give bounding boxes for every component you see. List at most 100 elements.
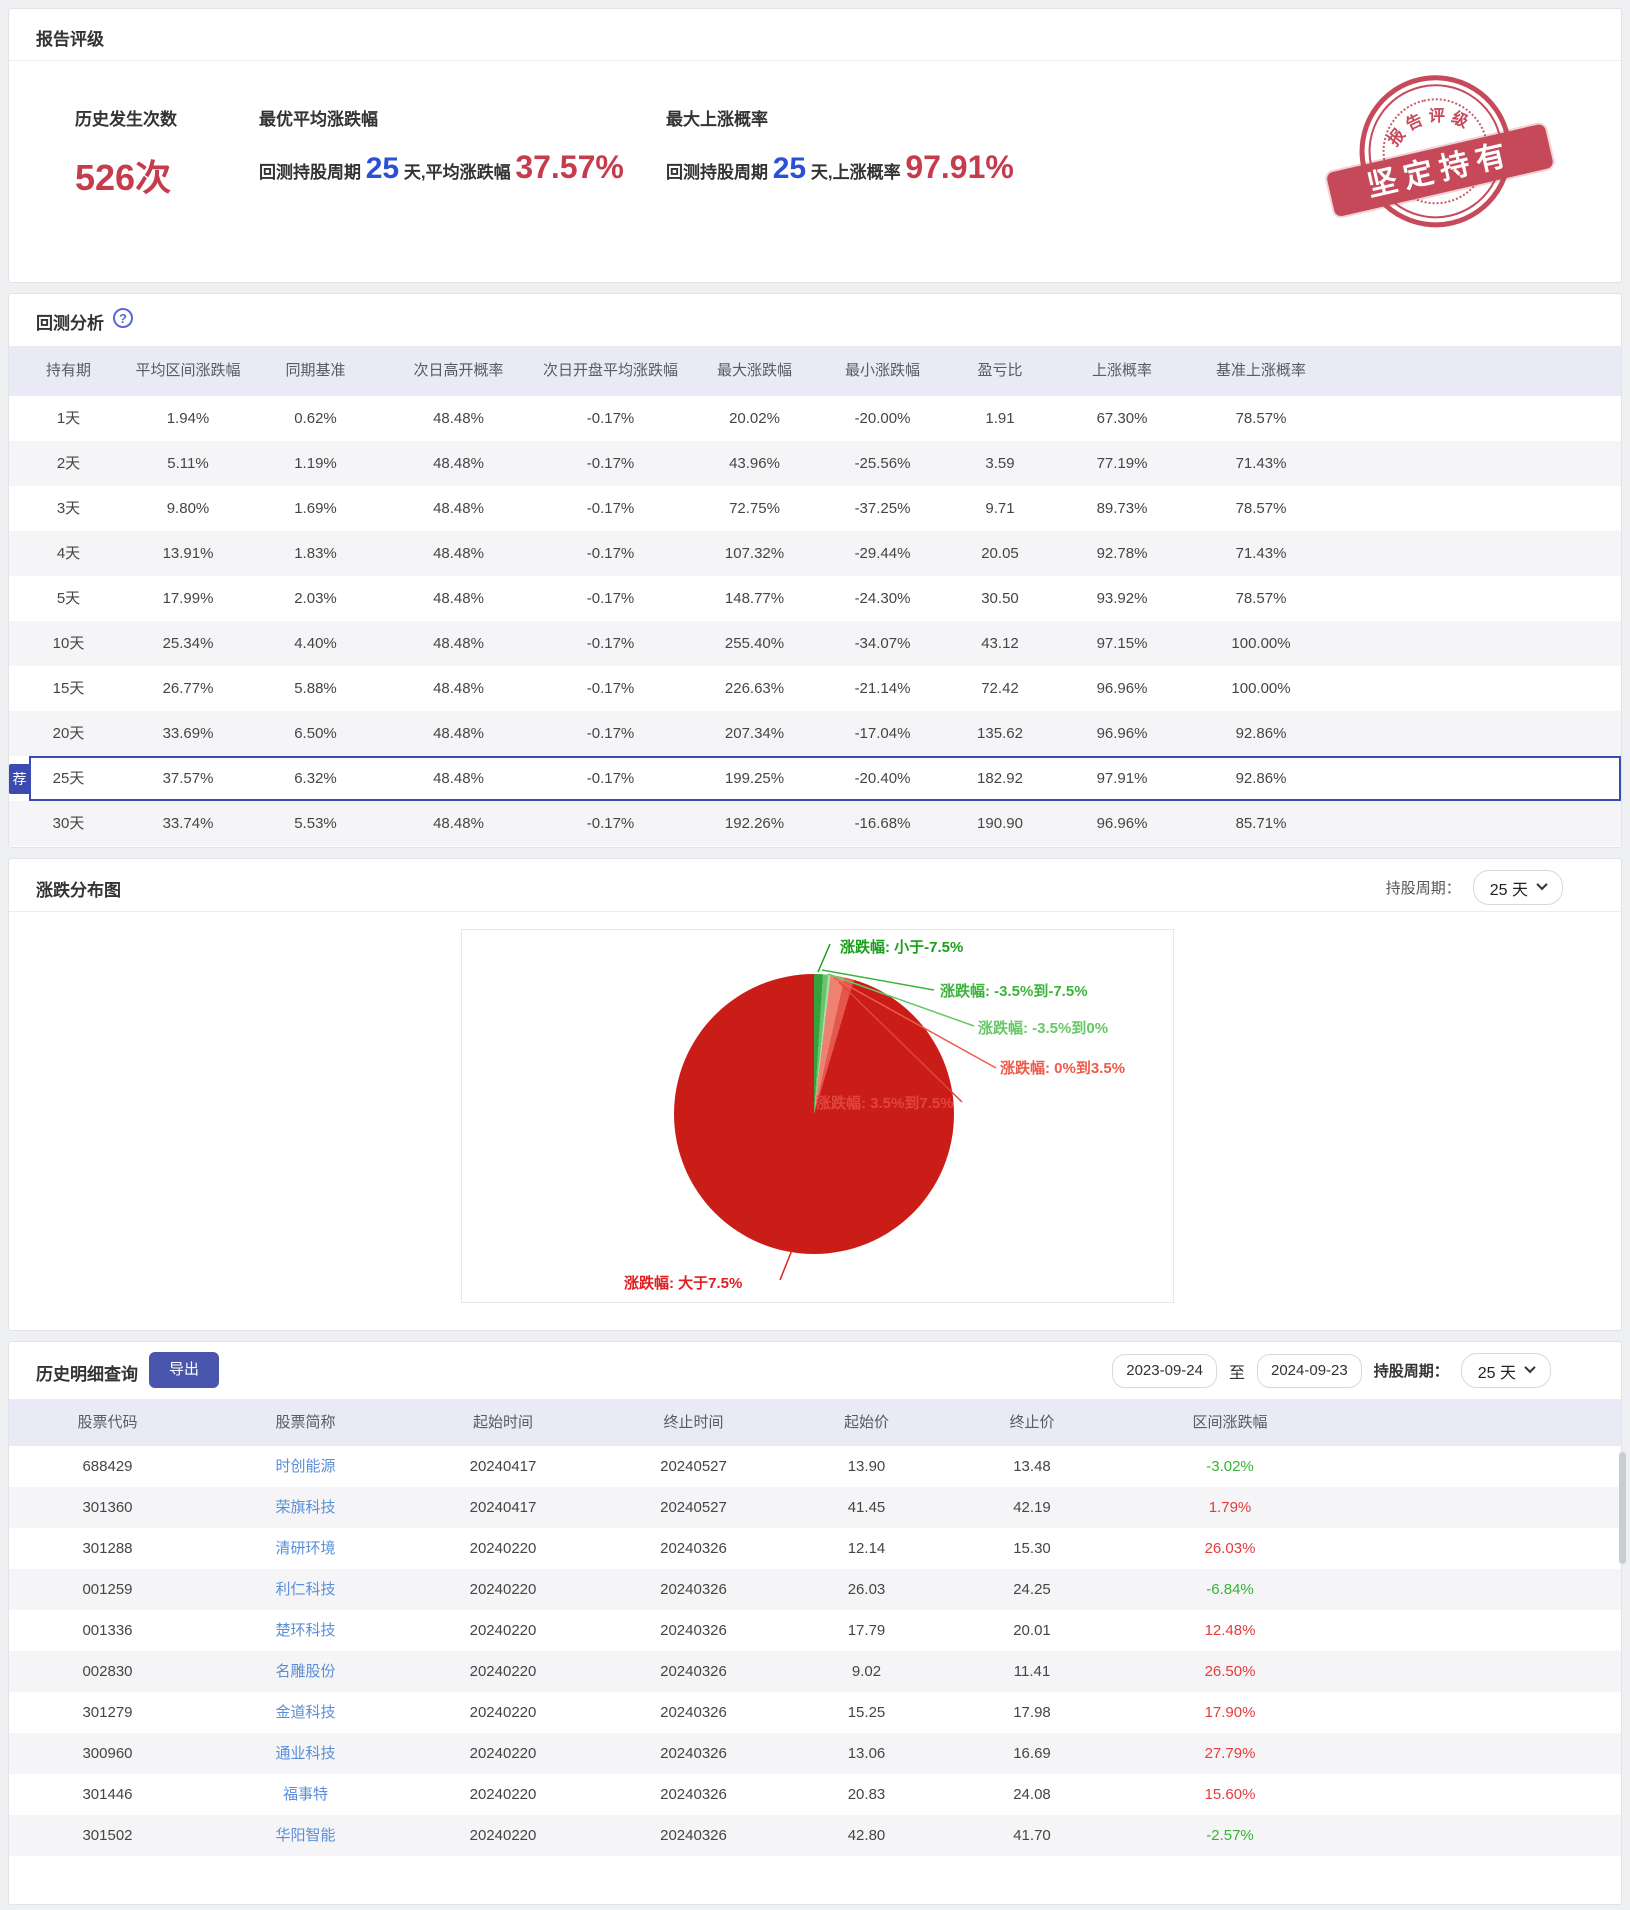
cell-start-date: 20240220 (469, 1622, 537, 1639)
cell-benchmark-up-prob: 100.00% (1231, 680, 1291, 697)
backtest-row[interactable]: 荐 5天 17.99% 2.03% 48.48% -0.17% 148.77% … (9, 576, 1621, 621)
history-row[interactable]: 301446 福事特 20240220 20240326 20.83 24.08… (9, 1774, 1621, 1815)
cell-up-prob: 93.92% (1096, 590, 1148, 607)
cell-start-price: 42.80 (847, 1827, 886, 1844)
history-row[interactable]: 001336 楚环科技 20240220 20240326 17.79 20.0… (9, 1610, 1621, 1651)
stock-name-link[interactable]: 清研环境 (275, 1540, 336, 1557)
cell-holding-period: 25天 (52, 770, 85, 787)
cell-holding-period: 3天 (56, 500, 81, 517)
scrollbar-thumb[interactable] (1619, 1452, 1626, 1564)
backtest-row[interactable]: 荐 1天 1.94% 0.62% 48.48% -0.17% 20.02% -2… (9, 396, 1621, 441)
cell-max-change: 207.34% (724, 725, 785, 742)
backtest-row[interactable]: 荐 25天 37.57% 6.32% 48.48% -0.17% 199.25%… (9, 756, 1621, 801)
stat-occurrences-label: 历史发生次数 (75, 110, 177, 129)
history-row[interactable]: 301288 清研环境 20240220 20240326 12.14 15.3… (9, 1528, 1621, 1569)
history-table-body: 688429 时创能源 20240417 20240527 13.90 13.4… (9, 1446, 1621, 1856)
cell-avg-range-change: 26.77% (162, 680, 214, 697)
cell-benchmark-up-prob: 78.57% (1235, 410, 1287, 427)
help-icon[interactable]: ? (113, 308, 133, 328)
backtest-row[interactable]: 荐 30天 33.74% 5.53% 48.48% -0.17% 192.26%… (9, 801, 1621, 846)
cell-min-change: -20.00% (854, 410, 911, 427)
backtest-column-header: 次日开盘平均涨跌幅 (542, 362, 678, 379)
up-probability-number: 97.91% (905, 149, 1014, 185)
history-row[interactable]: 301279 金道科技 20240220 20240326 15.25 17.9… (9, 1692, 1621, 1733)
history-controls: 2023-09-24 至 2024-09-23 持股周期： 25 天 (1112, 1353, 1551, 1388)
history-row[interactable]: 301502 华阳智能 20240220 20240326 42.80 41.7… (9, 1815, 1621, 1856)
cell-end-price: 42.19 (1013, 1499, 1051, 1516)
cell-end-date: 20240326 (660, 1745, 727, 1762)
date-start-input[interactable]: 2023-09-24 (1112, 1353, 1217, 1388)
cell-stock-code: 001259 (82, 1581, 133, 1598)
stat-best-avg-change-value: 回测持股周期 25 天,平均涨跌幅 37.57% (259, 149, 624, 186)
stat-max-up-probability-label: 最大上涨概率 (666, 110, 768, 129)
holding-days-number: 25 (772, 152, 807, 185)
cell-next-open-avg: -0.17% (586, 815, 635, 832)
cell-up-prob: 96.96% (1096, 725, 1148, 742)
cell-next-open-prob: 48.48% (433, 455, 484, 472)
distribution-period-group: 持股周期： 25 天 (1386, 870, 1563, 905)
cell-holding-period: 30天 (52, 815, 85, 832)
cell-end-date: 20240527 (660, 1499, 727, 1516)
cell-benchmark-up-prob: 92.86% (1235, 725, 1287, 742)
backtest-table-body: 荐 1天 1.94% 0.62% 48.48% -0.17% 20.02% -2… (9, 396, 1621, 846)
cell-range-change: -3.02% (1206, 1458, 1254, 1475)
history-row[interactable]: 002830 名雕股份 20240220 20240326 9.02 11.41… (9, 1651, 1621, 1692)
stock-name-link[interactable]: 时创能源 (275, 1458, 336, 1475)
backtest-row[interactable]: 荐 4天 13.91% 1.83% 48.48% -0.17% 107.32% … (9, 531, 1621, 576)
date-end-input[interactable]: 2024-09-23 (1257, 1353, 1362, 1388)
cell-up-prob: 67.30% (1096, 410, 1148, 427)
history-row[interactable]: 300960 通业科技 20240220 20240326 13.06 16.6… (9, 1733, 1621, 1774)
date-to-label: 至 (1228, 1364, 1245, 1382)
cell-benchmark: 0.62% (294, 410, 337, 427)
cell-end-price: 13.48 (1013, 1458, 1051, 1475)
cell-stock-code: 301360 (82, 1499, 133, 1516)
stock-name-link[interactable]: 福事特 (282, 1786, 328, 1803)
stock-name-link[interactable]: 荣旗科技 (275, 1499, 336, 1516)
cell-max-change: 199.25% (724, 770, 785, 787)
cell-start-date: 20240220 (469, 1581, 537, 1598)
period-label: 持股周期： (1385, 880, 1461, 897)
stock-name-link[interactable]: 通业科技 (275, 1745, 336, 1762)
backtest-row[interactable]: 荐 10天 25.34% 4.40% 48.48% -0.17% 255.40%… (9, 621, 1621, 666)
backtest-row[interactable]: 荐 3天 9.80% 1.69% 48.48% -0.17% 72.75% -3… (9, 486, 1621, 531)
divider (9, 911, 1621, 912)
backtest-row[interactable]: 荐 2天 5.11% 1.19% 48.48% -0.17% 43.96% -2… (9, 441, 1621, 486)
cell-min-change: -25.56% (854, 455, 911, 472)
cell-benchmark: 1.69% (294, 500, 337, 517)
cell-holding-period: 4天 (56, 545, 81, 562)
export-button[interactable]: 导出 (149, 1352, 220, 1388)
history-column-header: 终止价 (1009, 1414, 1055, 1431)
cell-avg-range-change: 33.74% (162, 815, 214, 832)
backtest-analysis-panel: 回测分析 ? 持有期 平均区间涨跌幅 同期基准 次日高开概率 次日开盘平均涨跌幅 最大涨跌… (8, 293, 1622, 848)
chevron-down-icon (1536, 878, 1548, 890)
pie-label-3-5-to-7-5: 涨跌幅: 3.5%到7.5% (816, 1095, 954, 1112)
stock-name-link[interactable]: 华阳智能 (275, 1827, 336, 1844)
history-period-select[interactable]: 25 天 (1460, 1353, 1551, 1388)
stock-name-link[interactable]: 利仁科技 (275, 1581, 336, 1598)
distribution-panel: 涨跌分布图 持股周期： 25 天 涨跌幅: 小于-7.5% 涨跌幅: -3.5%… (8, 858, 1622, 1331)
cell-up-prob: 92.78% (1096, 545, 1148, 562)
period-label: 持股周期： (1373, 1363, 1449, 1380)
cell-avg-range-change: 1.94% (166, 410, 210, 427)
cell-start-date: 20240220 (469, 1540, 537, 1557)
history-column-header: 起始价 (843, 1414, 889, 1431)
cell-next-open-prob: 48.48% (433, 635, 484, 652)
distribution-period-select[interactable]: 25 天 (1472, 870, 1563, 905)
cell-up-prob: 77.19% (1096, 455, 1148, 472)
backtest-row[interactable]: 荐 15天 26.77% 5.88% 48.48% -0.17% 226.63%… (9, 666, 1621, 711)
history-row[interactable]: 001259 利仁科技 20240220 20240326 26.03 24.2… (9, 1569, 1621, 1610)
stock-name-link[interactable]: 楚环科技 (275, 1622, 336, 1639)
cell-stock-code: 688429 (82, 1458, 133, 1475)
cell-end-price: 17.98 (1013, 1704, 1051, 1721)
cell-next-open-avg: -0.17% (586, 635, 635, 652)
history-row[interactable]: 688429 时创能源 20240417 20240527 13.90 13.4… (9, 1446, 1621, 1487)
cell-avg-range-change: 17.99% (162, 590, 214, 607)
cell-holding-period: 5天 (56, 590, 81, 607)
stock-name-link[interactable]: 金道科技 (275, 1704, 336, 1721)
stock-name-link[interactable]: 名雕股份 (275, 1663, 336, 1680)
history-row[interactable]: 301360 荣旗科技 20240417 20240527 41.45 42.1… (9, 1487, 1621, 1528)
cell-stock-code: 301502 (82, 1827, 133, 1844)
cell-min-change: -21.14% (854, 680, 911, 697)
cell-next-open-avg: -0.17% (586, 770, 635, 787)
backtest-row[interactable]: 荐 20天 33.69% 6.50% 48.48% -0.17% 207.34%… (9, 711, 1621, 756)
